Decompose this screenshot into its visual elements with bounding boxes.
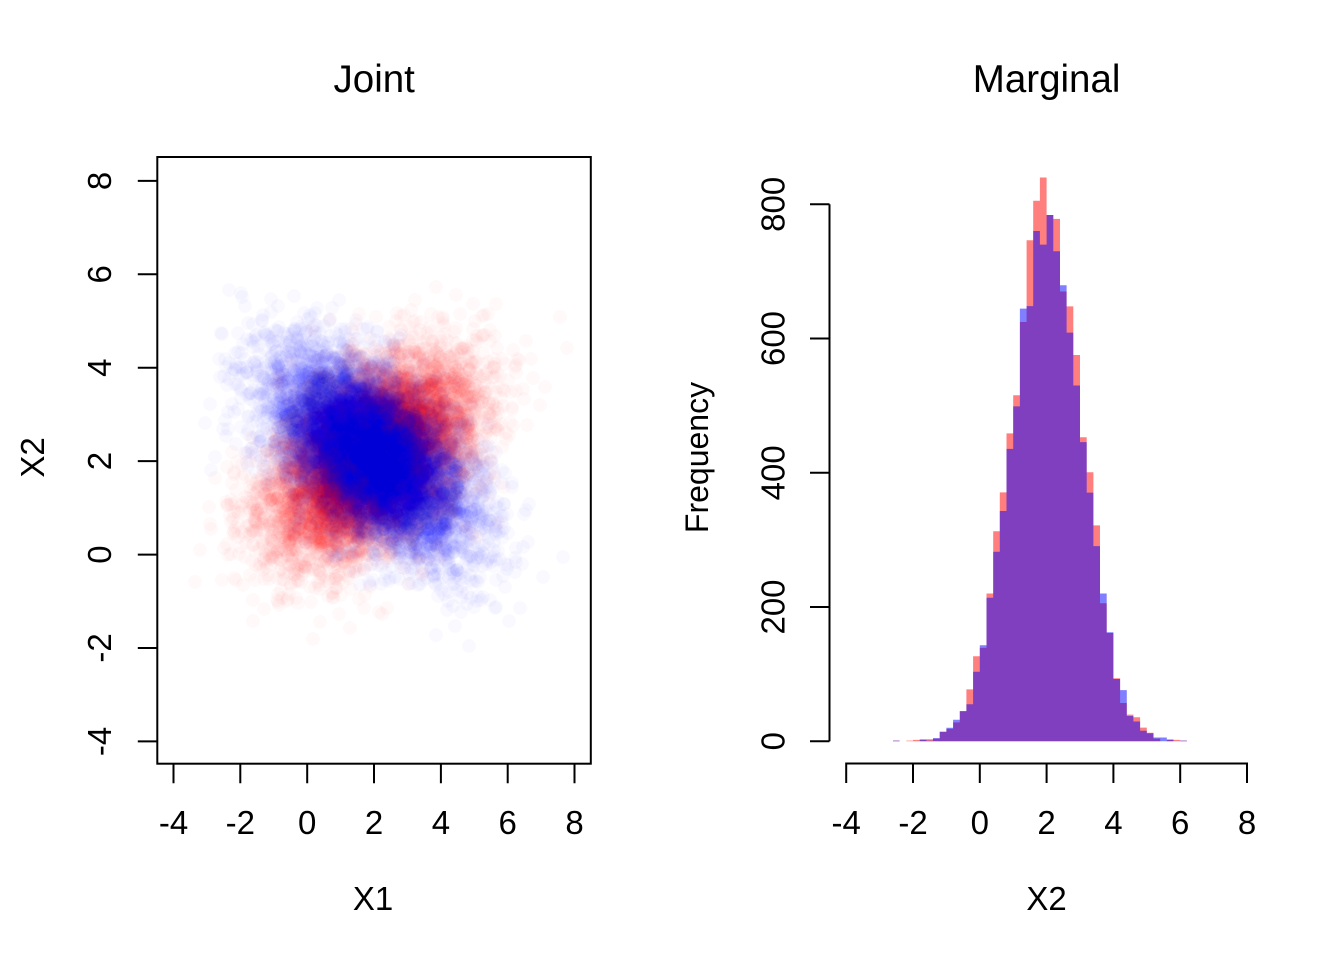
svg-text:600: 600 (755, 311, 792, 366)
svg-text:X2: X2 (1026, 880, 1066, 917)
svg-text:X1: X1 (353, 880, 393, 917)
svg-text:400: 400 (755, 445, 792, 500)
svg-text:2: 2 (365, 804, 383, 841)
svg-text:-4: -4 (832, 804, 861, 841)
svg-text:4: 4 (432, 804, 450, 841)
svg-text:0: 0 (971, 804, 989, 841)
svg-text:-4: -4 (81, 727, 118, 756)
svg-text:6: 6 (81, 265, 118, 283)
svg-text:6: 6 (1171, 804, 1189, 841)
svg-text:8: 8 (1238, 804, 1256, 841)
svg-text:0: 0 (81, 545, 118, 563)
svg-text:-2: -2 (226, 804, 255, 841)
svg-text:8: 8 (565, 804, 583, 841)
svg-text:-4: -4 (159, 804, 188, 841)
svg-text:Frequency: Frequency (679, 382, 715, 533)
svg-text:2: 2 (81, 452, 118, 470)
svg-text:0: 0 (298, 804, 316, 841)
svg-text:X2: X2 (14, 437, 51, 477)
svg-text:2: 2 (1037, 804, 1055, 841)
svg-text:-2: -2 (81, 633, 118, 662)
svg-text:4: 4 (81, 359, 118, 377)
svg-text:200: 200 (755, 579, 792, 634)
svg-text:Marginal: Marginal (973, 58, 1121, 101)
svg-text:6: 6 (499, 804, 517, 841)
svg-text:Joint: Joint (334, 58, 416, 101)
svg-text:8: 8 (81, 172, 118, 190)
svg-text:-2: -2 (898, 804, 927, 841)
svg-text:0: 0 (755, 732, 792, 750)
svg-text:800: 800 (755, 177, 792, 232)
svg-text:4: 4 (1104, 804, 1122, 841)
